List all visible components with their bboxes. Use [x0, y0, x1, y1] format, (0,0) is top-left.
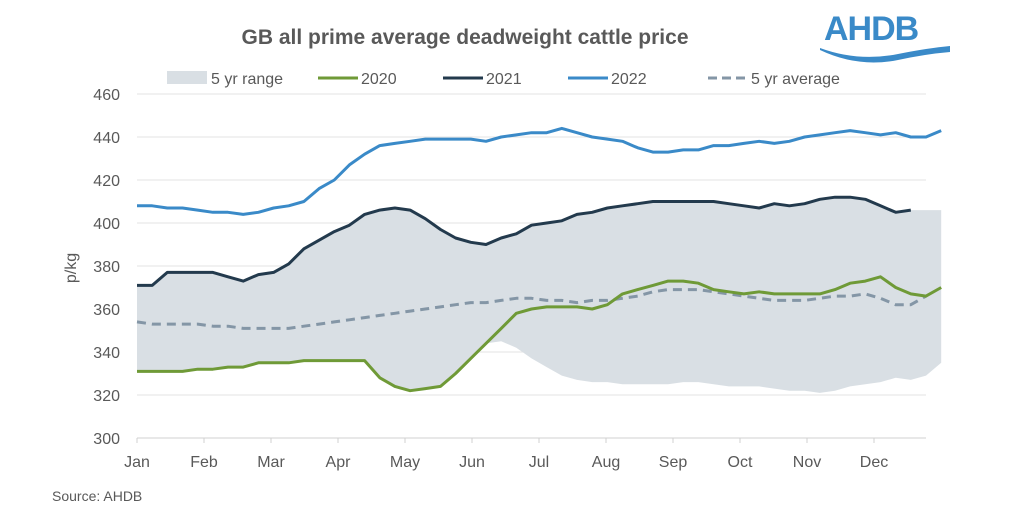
series-line-2020 [137, 275, 942, 393]
ahdb-logo: AHDB [818, 6, 958, 66]
y-tick-label: 460 [93, 87, 120, 104]
legend-label: 2022 [611, 71, 647, 88]
x-tick-label: Jul [529, 454, 549, 471]
y-axis-label: p/kg [63, 253, 80, 283]
legend-label: 2021 [486, 71, 522, 88]
legend: 5 yr range 2020 2021 2022 5 yr average [167, 71, 840, 88]
range-band [137, 197, 942, 393]
y-tick-label: 440 [93, 130, 120, 147]
y-axis-ticks: 300 320 340 360 380 400 420 440 460 [93, 87, 120, 448]
x-axis-ticks: Jan Feb Mar Apr May Jun Jul Aug Sep Oct Nov Dec [124, 438, 888, 471]
y-tick-label: 300 [93, 431, 120, 448]
x-tick-label: Sep [659, 454, 688, 471]
y-tick-label: 420 [93, 173, 120, 190]
legend-label: 2020 [361, 71, 397, 88]
y-tick-label: 320 [93, 388, 120, 405]
x-tick-label: Oct [728, 454, 753, 471]
logo-text: AHDB [824, 10, 919, 48]
y-tick-label: 380 [93, 259, 120, 276]
legend-label: 5 yr average [751, 71, 840, 88]
series-lines [136, 126, 942, 393]
x-tick-label: Feb [190, 454, 218, 471]
x-tick-label: Jan [124, 454, 150, 471]
legend-swatch [167, 71, 207, 84]
range-area [137, 197, 942, 393]
legend-label: 5 yr range [211, 71, 283, 88]
x-tick-label: Apr [326, 454, 352, 471]
x-tick-label: Mar [257, 454, 285, 471]
logo-wave-icon [820, 46, 950, 63]
chart-title: GB all prime average deadweight cattle p… [241, 26, 689, 49]
series-line-2021 [137, 195, 912, 287]
y-tick-label: 400 [93, 216, 120, 233]
series-line-5-yr-average [136, 288, 927, 330]
series-line-2022 [137, 126, 942, 216]
source-note: Source: AHDB [52, 488, 143, 504]
y-tick-label: 340 [93, 345, 120, 362]
x-tick-label: Jun [459, 454, 485, 471]
x-tick-label: Aug [592, 454, 620, 471]
x-tick-label: Dec [860, 454, 888, 471]
x-tick-label: Nov [793, 454, 821, 471]
x-tick-label: May [390, 454, 420, 471]
y-tick-label: 360 [93, 302, 120, 319]
